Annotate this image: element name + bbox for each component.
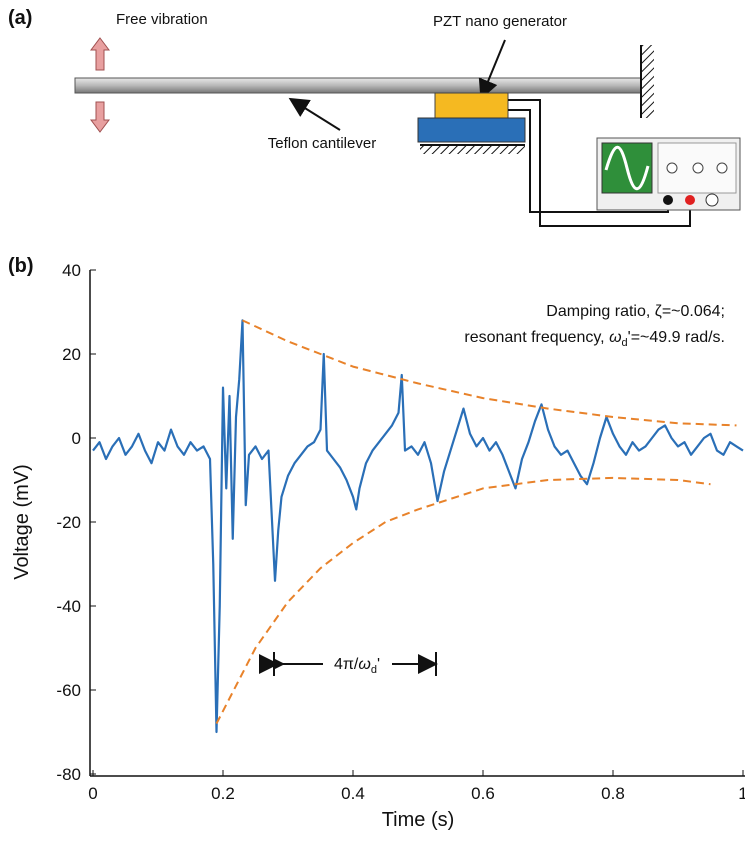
label: Free vibration [116, 11, 208, 28]
oscilloscope [596, 137, 741, 211]
y-tick-label: -60 [56, 681, 81, 700]
y-tick-label: 40 [62, 261, 81, 280]
panel-label: (a) [8, 7, 32, 29]
annotation: 4π/ωd' [334, 656, 380, 676]
panel-label: (b) [8, 255, 34, 277]
x-tick-label: 0 [88, 784, 97, 803]
arrow-head [275, 659, 285, 669]
label: Teflon cantilever [268, 135, 376, 152]
pointer [478, 39, 506, 100]
x-tick-label: 1 [738, 784, 745, 803]
annotation-part: ' [377, 656, 380, 673]
y-tick-label: -80 [56, 765, 81, 784]
annotation: Damping ratio, ζ=~0.064; [546, 303, 725, 320]
annotation-part: d [622, 337, 628, 349]
ground-hatch [420, 146, 525, 154]
label: PZT nano generator [433, 13, 567, 30]
cantilever-beam [74, 77, 642, 94]
annotation-part: ω [609, 329, 621, 346]
envelope-line [215, 476, 711, 725]
wall-hatch [642, 45, 654, 118]
chart: (b) Time (s) Voltage (mV) Damping ratio,… [8, 255, 745, 831]
y-tick-label: 0 [72, 429, 81, 448]
diagram: (a) Free vibration PZT nano generator Te… [8, 7, 741, 227]
x-axis-label: Time (s) [382, 809, 455, 831]
y-tick-label: -20 [56, 513, 81, 532]
x-tick-label: 0.2 [211, 784, 235, 803]
wire [508, 99, 691, 227]
y-tick-label: -40 [56, 597, 81, 616]
up-arrow [90, 37, 110, 71]
pointer [288, 97, 341, 131]
base [417, 117, 526, 143]
x-tick-label: 0.6 [471, 784, 495, 803]
annotation-part: '=~49.9 rad/s. [628, 329, 725, 346]
annotation-part: 4π/ [334, 656, 359, 673]
annotation: resonant frequency, ωd'=~49.9 rad/s. [464, 329, 725, 349]
x-tick-label: 0.8 [601, 784, 625, 803]
annotation-part: d [371, 664, 377, 676]
y-tick-label: 20 [62, 345, 81, 364]
y-axis-label: Voltage (mV) [11, 464, 33, 580]
x-tick-label: 0.4 [341, 784, 365, 803]
signal-line [92, 319, 744, 734]
down-arrow [90, 101, 110, 133]
pzt-generator [434, 92, 509, 119]
envelope-line [242, 319, 737, 427]
annotation-part: resonant frequency, [464, 329, 609, 346]
annotation-part: ω [358, 656, 370, 673]
